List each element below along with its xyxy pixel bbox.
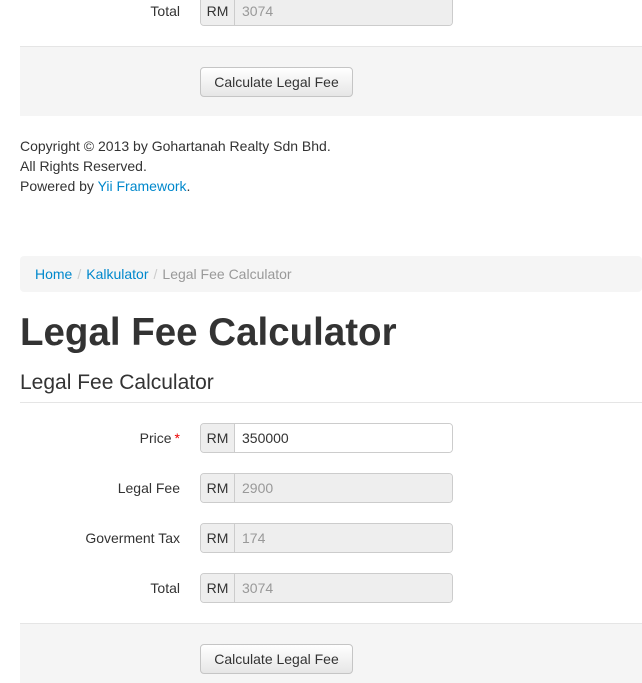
tax-input-group: RM 174: [200, 523, 453, 553]
total-label: Total: [150, 3, 180, 19]
page-title: Legal Fee Calculator: [20, 311, 397, 354]
currency-addon: RM: [201, 0, 235, 25]
total-row: Total RM 3074: [0, 573, 642, 603]
breadcrumb-separator: /: [153, 266, 158, 282]
form-actions: Calculate Legal Fee: [20, 623, 642, 683]
total-input-group: RM 3074: [200, 573, 453, 603]
required-marker: *: [174, 430, 180, 446]
top-total-field: 3074: [235, 0, 452, 25]
rights-text: All Rights Reserved.: [20, 158, 147, 174]
currency-addon: RM: [201, 474, 235, 502]
powered-suffix: .: [186, 178, 191, 194]
price-input-group[interactable]: RM 350000: [200, 423, 453, 453]
legal-fee-label: Legal Fee: [117, 480, 180, 496]
legal-fee-row: Legal Fee RM 2900: [0, 473, 642, 503]
breadcrumb-kalkulator[interactable]: Kalkulator: [86, 266, 149, 282]
breadcrumb-current: Legal Fee Calculator: [162, 266, 292, 282]
legal-fee-field: 2900: [235, 474, 452, 502]
breadcrumb-separator: /: [77, 266, 82, 282]
form-legend: Legal Fee Calculator: [20, 368, 642, 403]
total-field: 3074: [235, 574, 452, 602]
price-row: Price * RM 350000: [0, 423, 642, 453]
currency-addon: RM: [201, 424, 235, 452]
top-form-actions: Calculate Legal Fee: [20, 46, 642, 116]
breadcrumb: Home / Kalkulator / Legal Fee Calculator: [20, 256, 642, 292]
price-label: Price *: [139, 430, 180, 446]
top-total-input-group: RM 3074: [200, 0, 453, 26]
price-input[interactable]: 350000: [235, 424, 452, 452]
top-total-row: Total RM 3074: [0, 0, 642, 26]
copyright-text: Copyright © 2013 by Gohartanah Realty Sd…: [20, 138, 331, 154]
top-calculate-button[interactable]: Calculate Legal Fee: [200, 67, 353, 97]
footer: Copyright © 2013 by Gohartanah Realty Sd…: [20, 136, 331, 196]
currency-addon: RM: [201, 574, 235, 602]
tax-field: 174: [235, 524, 452, 552]
tax-row: Goverment Tax RM 174: [0, 523, 642, 553]
yii-framework-link[interactable]: Yii Framework: [97, 178, 187, 194]
currency-addon: RM: [201, 524, 235, 552]
calculate-button[interactable]: Calculate Legal Fee: [200, 644, 353, 674]
total-label: Total: [150, 580, 180, 596]
powered-by: Powered by Yii Framework.: [20, 176, 331, 196]
tax-label: Goverment Tax: [85, 530, 180, 546]
legal-fee-input-group: RM 2900: [200, 473, 453, 503]
powered-prefix: Powered by: [20, 178, 98, 194]
breadcrumb-home[interactable]: Home: [35, 266, 73, 282]
